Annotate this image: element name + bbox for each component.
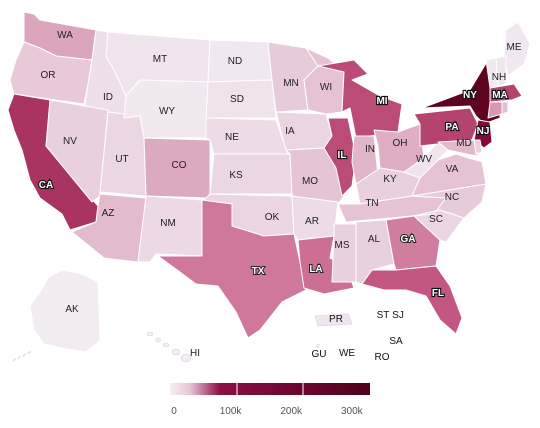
territory-label-ro: RO (375, 352, 390, 363)
legend-color-bar (170, 383, 370, 395)
aleutian-island-2 (27, 352, 30, 355)
state-il[interactable] (323, 117, 357, 197)
legend-tick-3: 300k (341, 406, 364, 417)
hawaii-island-1[interactable] (146, 331, 154, 337)
legend-tick-2: 200k (280, 406, 303, 417)
state-md[interactable] (437, 139, 479, 157)
hawaii-island-4[interactable] (171, 348, 181, 356)
legend-tick-1: 100k (220, 406, 243, 417)
state-sd[interactable] (205, 79, 277, 119)
state-nm[interactable] (137, 195, 203, 263)
state-ar[interactable] (291, 195, 339, 241)
state-nc[interactable] (411, 183, 487, 219)
territory-label-sj: SJ (392, 310, 404, 321)
color-legend: 0 100k 200k 300k (170, 383, 370, 417)
territory-label-sa: SA (389, 336, 403, 347)
state-fl[interactable] (361, 265, 463, 335)
territory-label-st: ST (377, 310, 390, 321)
state-ne[interactable] (205, 117, 289, 155)
legend-tick-0: 0 (171, 406, 177, 417)
aleutian-island-6 (17, 356, 20, 360)
territory-gu-shape[interactable] (316, 344, 320, 348)
state-mi[interactable] (317, 59, 403, 139)
state-wy[interactable] (123, 79, 209, 139)
state-vt[interactable] (485, 57, 499, 89)
territory-label-pr: PR (329, 314, 343, 325)
state-ut[interactable] (99, 111, 147, 197)
aleutian-island-5 (18, 355, 22, 358)
state-nd[interactable] (207, 39, 273, 83)
state-ia[interactable] (275, 111, 333, 151)
aleutian-island-8 (12, 359, 15, 362)
territory-label-we: WE (339, 348, 355, 359)
state-label-hi: HI (190, 348, 200, 359)
states-layer (7, 11, 531, 363)
state-nv[interactable] (45, 99, 109, 203)
state-me[interactable] (503, 21, 531, 77)
hawaii-island-2[interactable] (155, 337, 161, 343)
territory-label-gu: GU (312, 349, 327, 360)
state-ms[interactable] (331, 223, 357, 283)
hawaii-island-3[interactable] (162, 342, 170, 348)
territory-pr-shape[interactable] (314, 313, 353, 327)
state-ny[interactable] (421, 59, 501, 125)
territories-layer: PR ST SJ SA GU WE RO (312, 310, 404, 363)
state-tx[interactable] (157, 199, 307, 339)
state-ak[interactable] (29, 269, 101, 353)
aleutian-island-7 (13, 358, 17, 361)
state-ri[interactable] (501, 101, 509, 115)
hawaii-island-5[interactable] (180, 353, 192, 363)
state-ks[interactable] (209, 153, 293, 195)
aleutian-island-1 (28, 350, 32, 354)
state-or[interactable] (9, 41, 93, 105)
aleutian-island-4 (22, 354, 25, 357)
state-de[interactable] (473, 139, 483, 155)
state-co[interactable] (143, 137, 211, 199)
aleutian-island-3 (23, 353, 27, 356)
state-ma[interactable] (489, 83, 523, 103)
